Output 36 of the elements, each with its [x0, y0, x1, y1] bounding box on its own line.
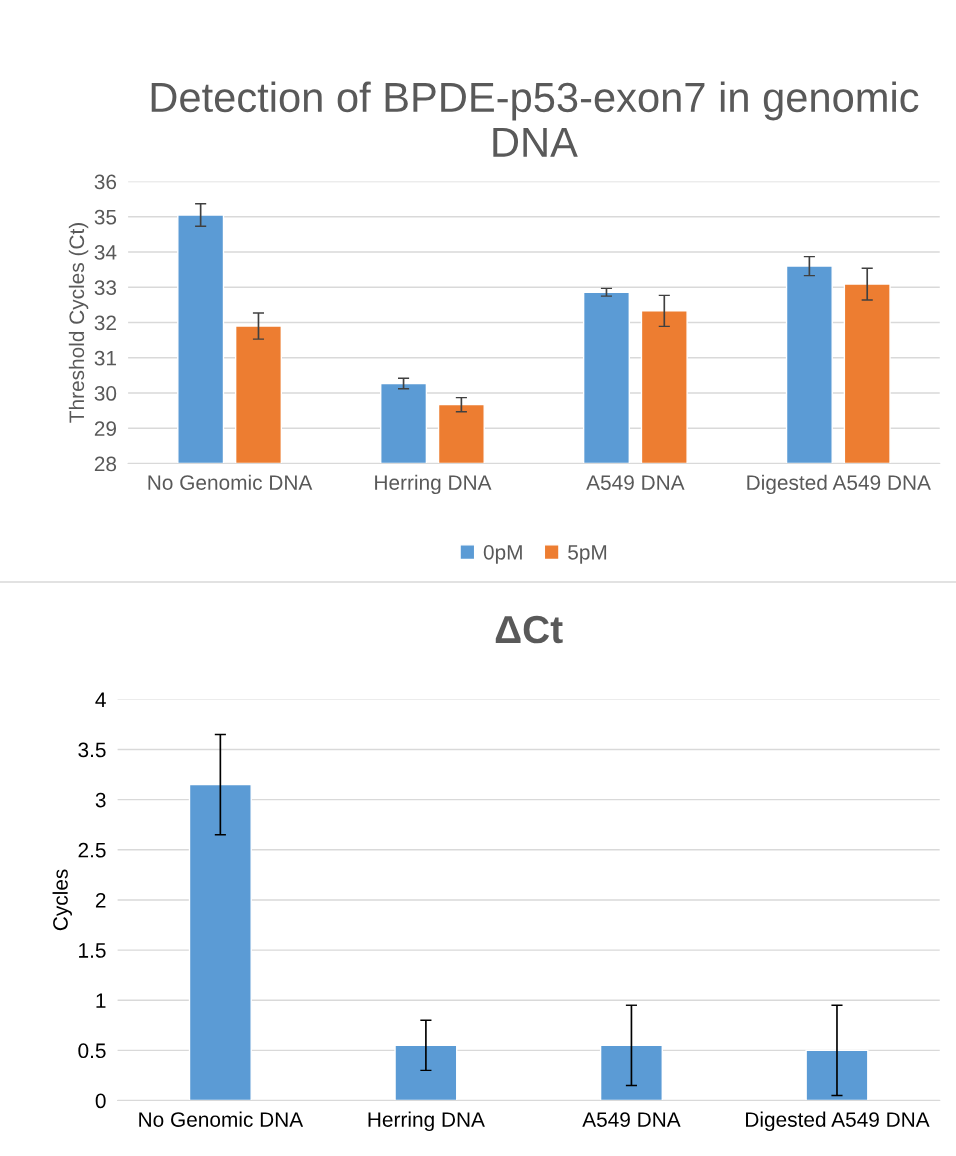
y-tick-label: 1: [96, 993, 106, 1008]
y-tick-label: 2: [95, 892, 106, 908]
legend-label: 5pM: [568, 545, 607, 564]
y-tick-label: 3: [95, 792, 106, 808]
x-tick-label: Herring DNA: [375, 474, 492, 495]
y-axis-title: Cycles: [52, 869, 72, 931]
x-tick-label: A549 DNA: [582, 1112, 681, 1127]
y-tick-label: 33: [94, 280, 117, 296]
x-tick-label: A549 DNA: [586, 475, 685, 490]
legend-label: 0pM: [483, 544, 522, 564]
x-tick-label: Digested A549 DNA: [746, 1111, 930, 1132]
y-tick-label: 2.5: [78, 842, 106, 858]
x-tick-label: Digested A549 DNA: [747, 474, 931, 495]
y-tick-label: 4: [95, 692, 106, 707]
bar: [599, 1044, 663, 1101]
chart-title: Detection of BPDE-p53-exon7 in genomic DNA: [151, 81, 919, 157]
y-tick-label: 28: [94, 456, 117, 472]
x-tick-label: No Genomic DNA: [139, 1111, 304, 1127]
y-tick-label: 36: [94, 174, 117, 190]
y-tick-label: 0: [95, 1093, 106, 1109]
y-tick-label: 32: [94, 315, 116, 331]
x-tick-label: No Genomic DNA: [148, 474, 313, 490]
y-tick-label: 29: [94, 421, 117, 437]
y-tick-label: 0.5: [78, 1043, 106, 1059]
bar: [188, 783, 252, 1101]
x-tick-label: Herring DNA: [368, 1111, 485, 1132]
y-tick-label: 30: [94, 386, 117, 401]
y-tick-label: 35: [94, 209, 117, 225]
y-tick-label: 34: [94, 245, 117, 260]
y-tick-label: 31: [94, 350, 116, 366]
bar: [805, 1049, 869, 1101]
y-tick-label: 1.5: [79, 943, 106, 958]
y-tick-label: 3.5: [78, 742, 106, 758]
chart-title: ΔCt: [495, 615, 563, 644]
y-axis-title: Threshold Cycles (Ct): [68, 223, 89, 423]
bar: [394, 1044, 458, 1101]
